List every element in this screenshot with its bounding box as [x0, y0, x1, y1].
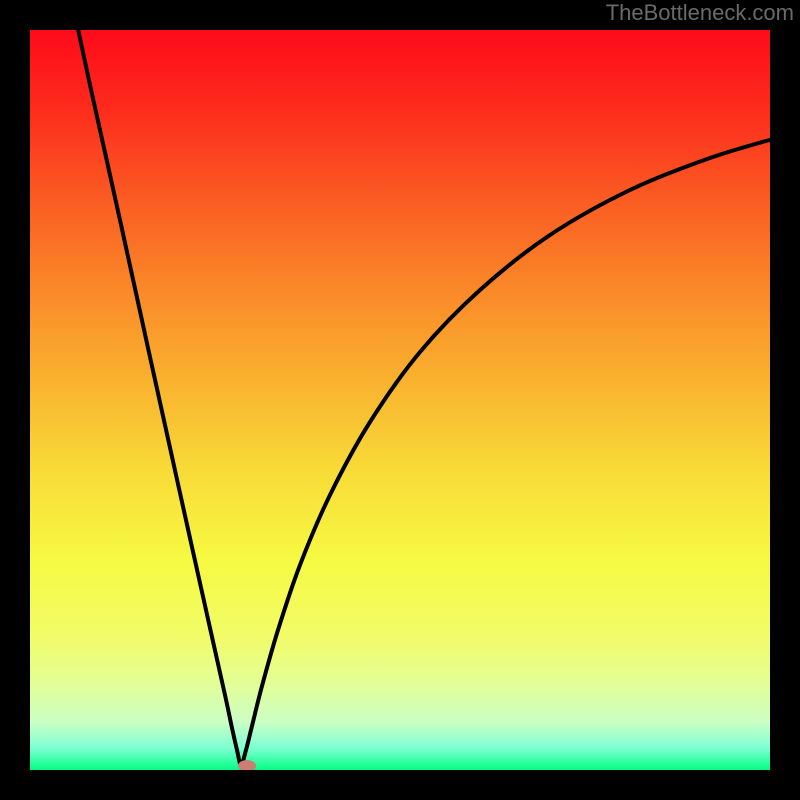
border-bottom [0, 770, 800, 800]
plot-background [30, 30, 770, 770]
chart-container: TheBottleneck.com [0, 0, 800, 800]
chart-svg [0, 0, 800, 800]
watermark-text: TheBottleneck.com [606, 0, 794, 26]
border-left [0, 0, 30, 800]
border-right [770, 0, 800, 800]
